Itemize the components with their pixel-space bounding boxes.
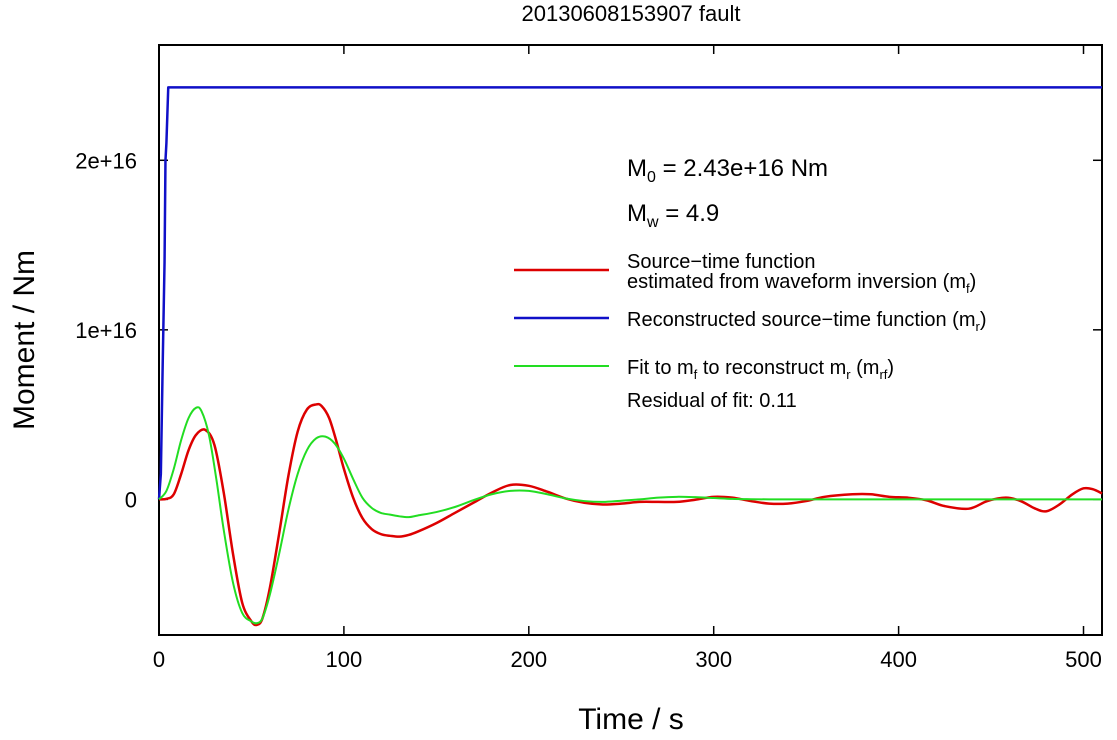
- mw-base: M: [627, 200, 647, 227]
- x-tick-label: 0: [153, 647, 165, 672]
- axis-ticks: 0 100 200 300 400 500 0 1e+16 2e+16: [75, 45, 1102, 672]
- legend-src-sub: f: [966, 281, 970, 296]
- x-axis-title: Time / s: [578, 703, 684, 735]
- series-reconstructed-line: [157, 86, 1102, 500]
- series-fit-line: [158, 406, 1102, 625]
- legend-label-source-time-line2: estimated from waveform inversion (mf): [627, 271, 976, 296]
- legend-fit-s3: rf: [879, 367, 887, 382]
- x-tick-label: 300: [695, 647, 732, 672]
- legend: Source−time function estimated from wave…: [514, 251, 987, 412]
- legend-rec-suffix: ): [980, 309, 987, 331]
- residual-annotation: Residual of fit: 0.11: [627, 390, 797, 412]
- legend-rec-sub: r: [976, 319, 981, 334]
- legend-src-prefix: estimated from waveform inversion (m: [627, 271, 966, 293]
- m0-annotation: M0 = 2.43e+16 Nm: [627, 155, 828, 186]
- mw-annotation: Mw = 4.9: [627, 200, 719, 231]
- x-tick-label: 400: [880, 647, 917, 672]
- legend-label-reconstructed: Reconstructed source−time function (mr): [627, 309, 987, 334]
- mw-rest: = 4.9: [659, 200, 720, 227]
- y-tick-label: 1e+16: [75, 318, 137, 343]
- mw-sub: w: [646, 214, 659, 231]
- x-tick-label: 500: [1065, 647, 1102, 672]
- legend-rec-prefix: Reconstructed source−time function (m: [627, 309, 976, 331]
- plot-frame: [158, 44, 1103, 636]
- legend-fit-s1: f: [694, 367, 698, 382]
- legend-src-suffix: ): [970, 271, 977, 293]
- m0-rest: = 2.43e+16 Nm: [656, 155, 828, 182]
- legend-label-fit: Fit to mf to reconstruct mr (mrf): [627, 357, 894, 382]
- x-tick-label: 100: [326, 647, 363, 672]
- legend-fit-mid: to reconstruct m: [697, 357, 846, 379]
- legend-label-source-time-line1: Source−time function: [627, 251, 815, 273]
- x-tick-label: 200: [510, 647, 547, 672]
- m0-base: M: [627, 155, 647, 182]
- y-tick-label: 0: [125, 487, 137, 512]
- chart-title: 20130608153907 fault: [522, 1, 741, 26]
- legend-fit-p1: Fit to m: [627, 357, 694, 379]
- y-axis-title: Moment / Nm: [8, 250, 41, 430]
- series-source-time-line: [158, 402, 1103, 627]
- legend-fit-s2: r: [846, 367, 851, 382]
- legend-fit-mid2: (m: [851, 357, 880, 379]
- m0-sub: 0: [647, 169, 656, 186]
- series-layer: [157, 86, 1103, 627]
- legend-fit-suffix: ): [887, 357, 894, 379]
- y-tick-label: 2e+16: [75, 148, 137, 173]
